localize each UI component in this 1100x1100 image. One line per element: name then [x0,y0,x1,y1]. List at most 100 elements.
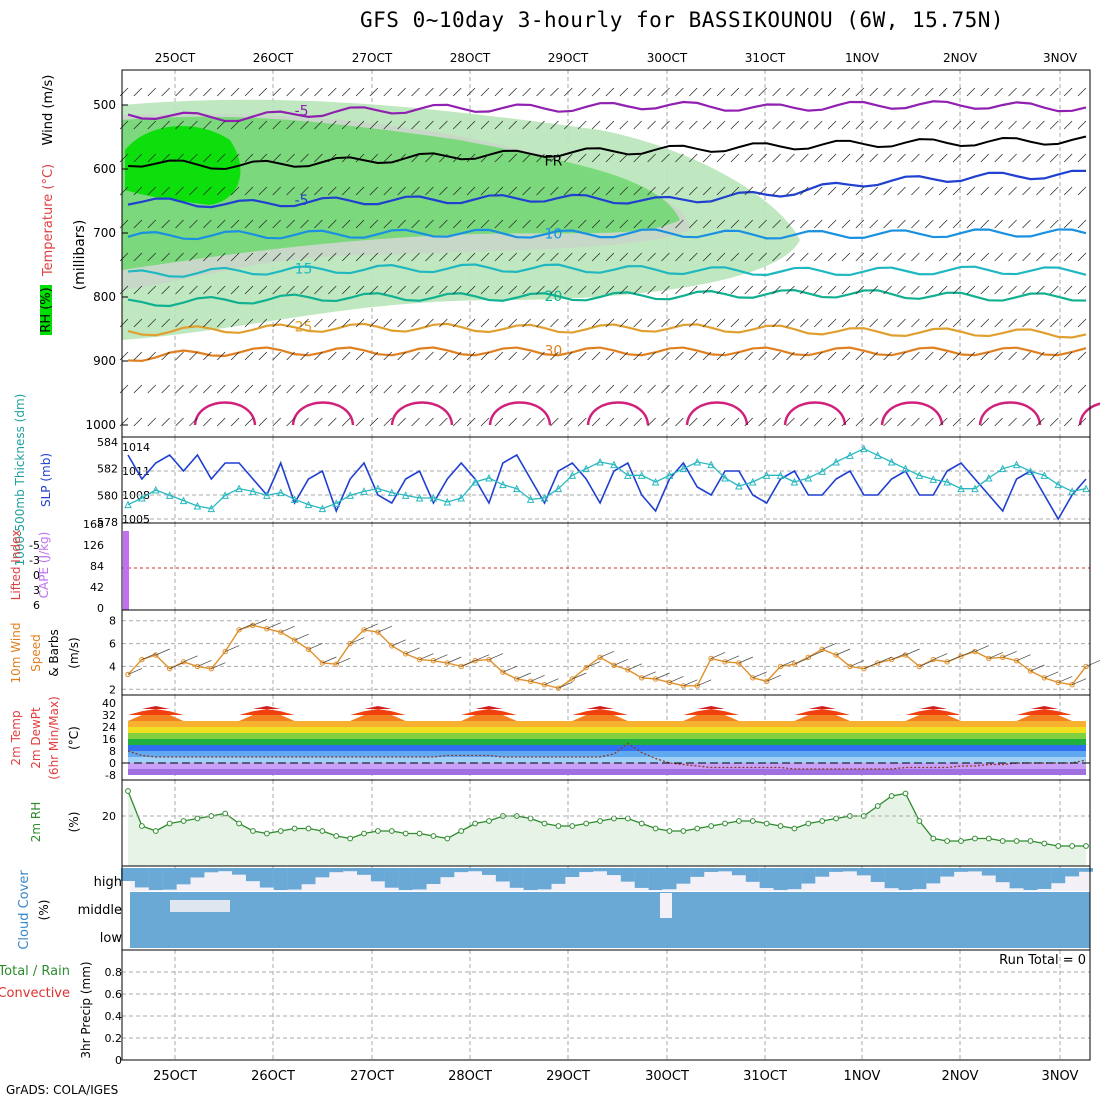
wind-barb [730,252,740,262]
wind-speed-marker [861,666,867,672]
wind-barb [258,384,268,394]
wind-barb [661,219,670,229]
precip-tick: 0 [115,1054,122,1067]
wind-barb [536,153,545,163]
isotherm-label: FR [545,153,563,169]
wind-barb [147,384,157,394]
wind-barb [452,417,462,427]
wind-barb [841,318,851,328]
wind-barb [397,219,406,229]
wind-barb [744,318,754,328]
wind-barb-10m [974,645,990,652]
wind-speed-marker [902,652,909,658]
wind-barb [439,120,448,130]
wind-barb [591,417,601,427]
wind-barb [1049,417,1059,427]
temp-band [128,763,1086,769]
top-date-label: 27OCT [352,51,393,65]
wind-barb [300,384,309,394]
wind-barb [300,285,309,295]
wind-barb [772,186,781,196]
temp-tick: 16 [102,733,116,746]
wind-speed-marker [1041,675,1048,681]
wind-barb [966,285,976,295]
cloud-high-bar [579,868,594,873]
wind-barb-10m [544,678,559,686]
thickness-marker [860,444,868,453]
cloud-high-bar [287,868,302,890]
wind-barb [425,318,434,328]
cloud-high-bar [606,868,621,876]
wind-barb-10m [808,650,823,658]
run-total-annotation: Run Total = 0 [999,953,1086,968]
wind-barb [161,219,170,229]
wind-tick: 4 [109,660,116,673]
wind-speed-marker [763,678,770,684]
cape-tick: 0 [97,602,104,615]
wind-barb [314,186,323,196]
temp-tick: 24 [102,721,116,734]
wind-barb [314,153,323,163]
wind-barb [272,417,281,427]
thickness-marker [873,451,882,459]
cloud-high-bar [1079,868,1093,872]
wind-barb [1008,318,1017,328]
wind-speed-marker [666,679,673,686]
wind-barb [1008,417,1017,427]
wind-barb [675,384,684,394]
thickness-marker [762,471,771,479]
wind-barb [286,318,295,328]
wind-speed-marker [986,655,992,662]
wind-barb [216,417,226,427]
dewpoint-line [127,742,1087,770]
wind-barb [605,153,615,163]
wind-barb-10m [225,645,240,652]
cloud-high-bar [440,868,455,878]
cloud-gap [660,893,672,918]
wind-barb [925,120,934,130]
top-date-label: 29OCT [548,51,589,65]
wind-barb [897,153,906,163]
wind-barb [189,285,198,295]
wind-speed-marker [291,637,298,643]
wind-barb [911,219,920,229]
cloud-high-bar [454,868,469,873]
wind-barb [925,351,934,361]
bottom-date-label: 1NOV [844,1069,881,1084]
wind-speed-marker [944,659,950,665]
wind-barb-10m [905,648,920,656]
wind-barb [772,417,781,427]
wind10m-units: (m/s) [67,637,81,668]
cloud-gap [170,900,230,912]
wind-barb [369,252,379,262]
wind-barb [952,186,962,196]
wind-barb [1022,219,1031,229]
wind10m-barbs-label: & Barbs [47,629,61,677]
rh2m-marker [375,828,381,834]
temp-band [128,727,1086,733]
wind-barb [244,417,254,427]
wind-barb [1049,351,1059,361]
wind10m-panel-frame [121,609,1091,696]
wind-barb [605,417,615,427]
wind-barb-10m [738,656,754,664]
wind-barb [980,384,990,394]
rh2m-marker [666,828,673,834]
thickness-marker [235,484,243,493]
wind-barb [203,417,212,427]
thickness-marker [415,493,424,502]
wind-barb [994,351,1003,361]
thickness-tick: 584 [97,436,118,449]
wind-barb [869,153,878,163]
wind-barb [883,219,892,229]
wind-barb [216,285,226,295]
wind-barb [494,384,504,394]
wind-barb [702,153,712,163]
thickness-marker [693,457,702,466]
thickness-marker [748,477,757,486]
wind-barb [730,87,740,97]
wind-barb [994,252,1003,262]
slp-tick: 1014 [122,441,150,454]
wind-barb [758,120,767,130]
wind-barb-10m [127,668,143,675]
